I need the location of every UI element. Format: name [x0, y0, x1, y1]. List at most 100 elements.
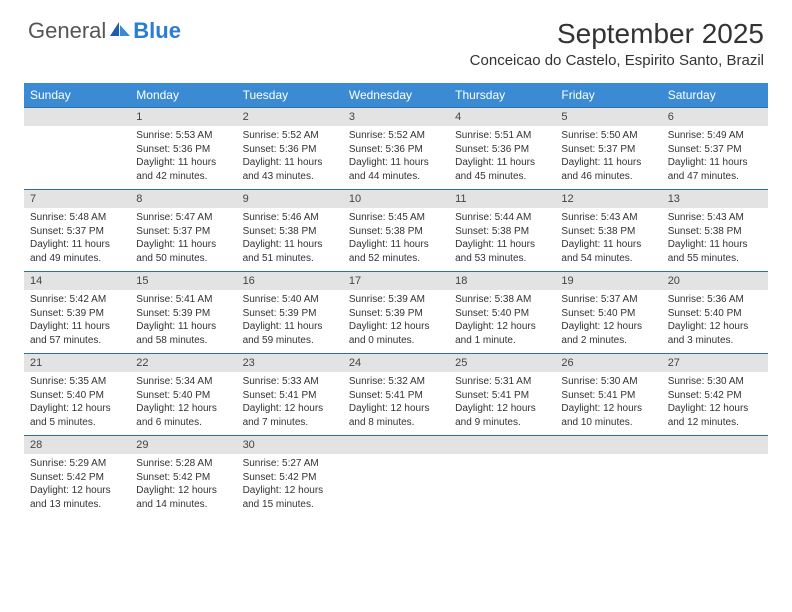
day-number-cell: 6 — [662, 108, 768, 127]
weekday-header-row: Sunday Monday Tuesday Wednesday Thursday… — [24, 83, 768, 108]
day-number-cell — [449, 436, 555, 455]
day-info-cell: Sunrise: 5:45 AMSunset: 5:38 PMDaylight:… — [343, 208, 449, 272]
day-number-cell — [662, 436, 768, 455]
daylight-text: Daylight: 11 hours and 58 minutes. — [136, 320, 230, 347]
sunset-text: Sunset: 5:37 PM — [30, 225, 124, 239]
day-number-cell: 15 — [130, 272, 236, 291]
sunrise-text: Sunrise: 5:51 AM — [455, 129, 549, 143]
sunset-text: Sunset: 5:41 PM — [455, 389, 549, 403]
day-info-cell: Sunrise: 5:50 AMSunset: 5:37 PMDaylight:… — [555, 126, 661, 190]
day-info-cell: Sunrise: 5:32 AMSunset: 5:41 PMDaylight:… — [343, 372, 449, 436]
day-number-cell: 28 — [24, 436, 130, 455]
sunset-text: Sunset: 5:42 PM — [243, 471, 337, 485]
sunset-text: Sunset: 5:38 PM — [243, 225, 337, 239]
logo-text-blue: Blue — [133, 18, 181, 44]
header: General Blue September 2025 Conceicao do… — [0, 0, 792, 77]
daylight-text: Daylight: 12 hours and 6 minutes. — [136, 402, 230, 429]
day-number-cell: 20 — [662, 272, 768, 291]
sunset-text: Sunset: 5:42 PM — [136, 471, 230, 485]
day-info-row: Sunrise: 5:42 AMSunset: 5:39 PMDaylight:… — [24, 290, 768, 354]
day-info-cell: Sunrise: 5:36 AMSunset: 5:40 PMDaylight:… — [662, 290, 768, 354]
daylight-text: Daylight: 12 hours and 5 minutes. — [30, 402, 124, 429]
sunset-text: Sunset: 5:38 PM — [561, 225, 655, 239]
daylight-text: Daylight: 11 hours and 49 minutes. — [30, 238, 124, 265]
sunrise-text: Sunrise: 5:27 AM — [243, 457, 337, 471]
calendar-table: Sunday Monday Tuesday Wednesday Thursday… — [24, 83, 768, 517]
day-info-cell: Sunrise: 5:48 AMSunset: 5:37 PMDaylight:… — [24, 208, 130, 272]
daylight-text: Daylight: 11 hours and 55 minutes. — [668, 238, 762, 265]
daylight-text: Daylight: 11 hours and 50 minutes. — [136, 238, 230, 265]
day-info-cell: Sunrise: 5:52 AMSunset: 5:36 PMDaylight:… — [237, 126, 343, 190]
daylight-text: Daylight: 11 hours and 52 minutes. — [349, 238, 443, 265]
title-block: September 2025 Conceicao do Castelo, Esp… — [470, 18, 764, 69]
daylight-text: Daylight: 12 hours and 10 minutes. — [561, 402, 655, 429]
day-info-cell: Sunrise: 5:29 AMSunset: 5:42 PMDaylight:… — [24, 454, 130, 517]
day-number-cell: 7 — [24, 190, 130, 209]
sunrise-text: Sunrise: 5:41 AM — [136, 293, 230, 307]
day-number-cell: 16 — [237, 272, 343, 291]
day-info-cell: Sunrise: 5:34 AMSunset: 5:40 PMDaylight:… — [130, 372, 236, 436]
sunrise-text: Sunrise: 5:30 AM — [561, 375, 655, 389]
sunrise-text: Sunrise: 5:43 AM — [561, 211, 655, 225]
sunrise-text: Sunrise: 5:30 AM — [668, 375, 762, 389]
daylight-text: Daylight: 12 hours and 12 minutes. — [668, 402, 762, 429]
daylight-text: Daylight: 12 hours and 0 minutes. — [349, 320, 443, 347]
daylight-text: Daylight: 11 hours and 46 minutes. — [561, 156, 655, 183]
day-info-cell — [343, 454, 449, 517]
daylight-text: Daylight: 11 hours and 59 minutes. — [243, 320, 337, 347]
sunrise-text: Sunrise: 5:52 AM — [349, 129, 443, 143]
logo: General Blue — [28, 18, 181, 44]
sunrise-text: Sunrise: 5:29 AM — [30, 457, 124, 471]
day-number-cell: 3 — [343, 108, 449, 127]
weekday-header: Tuesday — [237, 83, 343, 108]
day-number-cell: 5 — [555, 108, 661, 127]
day-info-cell: Sunrise: 5:28 AMSunset: 5:42 PMDaylight:… — [130, 454, 236, 517]
day-info-cell: Sunrise: 5:39 AMSunset: 5:39 PMDaylight:… — [343, 290, 449, 354]
sunset-text: Sunset: 5:37 PM — [668, 143, 762, 157]
sunrise-text: Sunrise: 5:48 AM — [30, 211, 124, 225]
daylight-text: Daylight: 11 hours and 43 minutes. — [243, 156, 337, 183]
day-number-cell: 14 — [24, 272, 130, 291]
sunset-text: Sunset: 5:41 PM — [243, 389, 337, 403]
day-info-cell: Sunrise: 5:44 AMSunset: 5:38 PMDaylight:… — [449, 208, 555, 272]
sunset-text: Sunset: 5:40 PM — [30, 389, 124, 403]
day-info-cell: Sunrise: 5:49 AMSunset: 5:37 PMDaylight:… — [662, 126, 768, 190]
day-number-cell: 22 — [130, 354, 236, 373]
daylight-text: Daylight: 12 hours and 14 minutes. — [136, 484, 230, 511]
sunset-text: Sunset: 5:36 PM — [243, 143, 337, 157]
sunrise-text: Sunrise: 5:44 AM — [455, 211, 549, 225]
day-number-cell — [555, 436, 661, 455]
day-info-cell — [449, 454, 555, 517]
day-number-cell: 23 — [237, 354, 343, 373]
logo-sails-icon — [109, 18, 131, 44]
sunset-text: Sunset: 5:38 PM — [455, 225, 549, 239]
sunset-text: Sunset: 5:38 PM — [668, 225, 762, 239]
day-info-cell: Sunrise: 5:40 AMSunset: 5:39 PMDaylight:… — [237, 290, 343, 354]
sunrise-text: Sunrise: 5:50 AM — [561, 129, 655, 143]
sunrise-text: Sunrise: 5:38 AM — [455, 293, 549, 307]
day-number-cell: 10 — [343, 190, 449, 209]
logo-text-general: General — [28, 18, 106, 44]
day-number-cell: 11 — [449, 190, 555, 209]
day-info-cell: Sunrise: 5:37 AMSunset: 5:40 PMDaylight:… — [555, 290, 661, 354]
weekday-header: Saturday — [662, 83, 768, 108]
day-number-cell — [343, 436, 449, 455]
sunset-text: Sunset: 5:39 PM — [243, 307, 337, 321]
daylight-text: Daylight: 11 hours and 57 minutes. — [30, 320, 124, 347]
day-number-cell: 12 — [555, 190, 661, 209]
day-info-cell: Sunrise: 5:46 AMSunset: 5:38 PMDaylight:… — [237, 208, 343, 272]
sunset-text: Sunset: 5:36 PM — [349, 143, 443, 157]
daynum-row: 123456 — [24, 108, 768, 127]
weekday-header: Wednesday — [343, 83, 449, 108]
day-number-cell: 26 — [555, 354, 661, 373]
daylight-text: Daylight: 12 hours and 13 minutes. — [30, 484, 124, 511]
sunrise-text: Sunrise: 5:49 AM — [668, 129, 762, 143]
sunrise-text: Sunrise: 5:52 AM — [243, 129, 337, 143]
sunset-text: Sunset: 5:39 PM — [30, 307, 124, 321]
daylight-text: Daylight: 12 hours and 8 minutes. — [349, 402, 443, 429]
sunrise-text: Sunrise: 5:33 AM — [243, 375, 337, 389]
day-number-cell: 27 — [662, 354, 768, 373]
daynum-row: 14151617181920 — [24, 272, 768, 291]
sunset-text: Sunset: 5:41 PM — [349, 389, 443, 403]
weekday-header: Thursday — [449, 83, 555, 108]
